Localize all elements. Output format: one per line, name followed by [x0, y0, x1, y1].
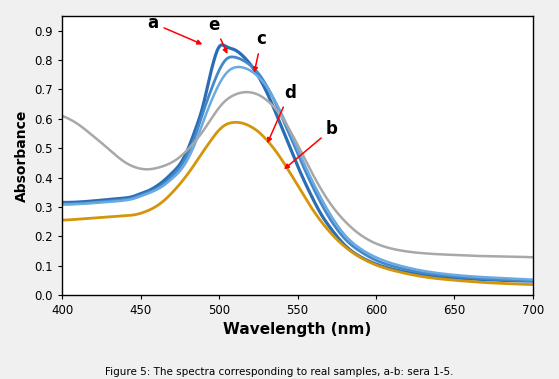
Text: d: d — [268, 84, 296, 142]
Text: Figure 5: The spectra corresponding to real samples, a-b: sera 1-5.: Figure 5: The spectra corresponding to r… — [105, 367, 454, 377]
Text: a: a — [148, 14, 201, 44]
X-axis label: Wavelength (nm): Wavelength (nm) — [224, 323, 372, 337]
Text: b: b — [285, 120, 338, 168]
Text: e: e — [209, 16, 227, 53]
Y-axis label: Absorbance: Absorbance — [15, 109, 29, 202]
Text: c: c — [253, 30, 267, 71]
